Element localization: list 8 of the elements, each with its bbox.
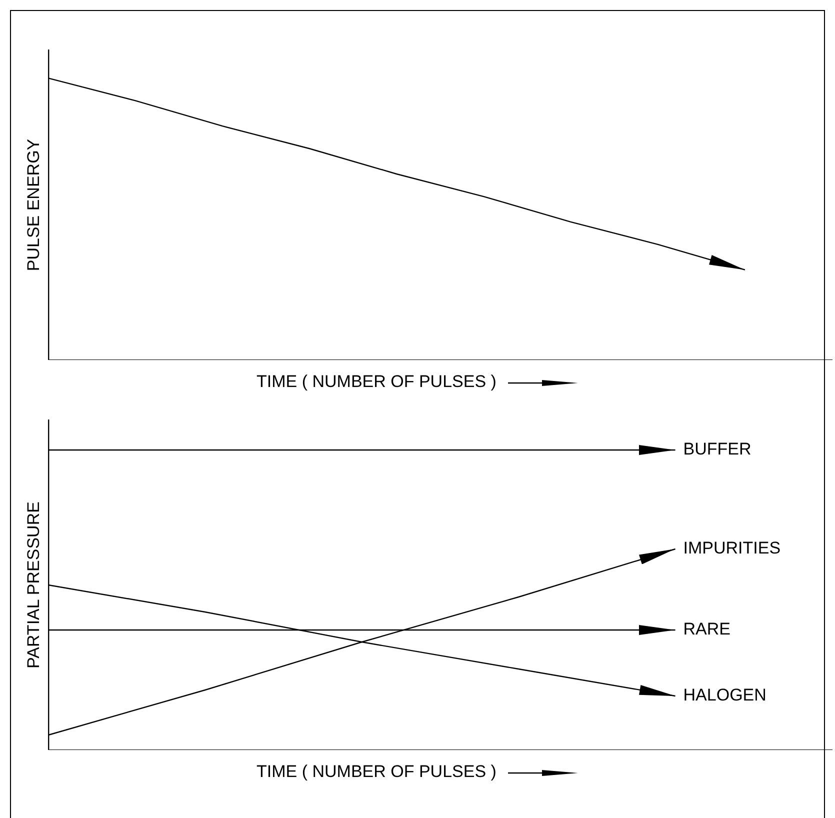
y-axis-title: PARTIAL PRESSURE [24, 502, 43, 668]
legend-label: IMPURITIES [683, 538, 781, 558]
legend-label: BUFFER [683, 440, 752, 459]
x-axis-title: TIME ( NUMBER OF PULSES ) [256, 762, 496, 781]
legend-label: RARE [683, 620, 731, 639]
y-axis-title: PULSE ENERGY [24, 138, 43, 272]
x-axis-title: TIME ( NUMBER OF PULSES ) [256, 372, 496, 391]
legend-label: HALOGEN [683, 686, 766, 705]
